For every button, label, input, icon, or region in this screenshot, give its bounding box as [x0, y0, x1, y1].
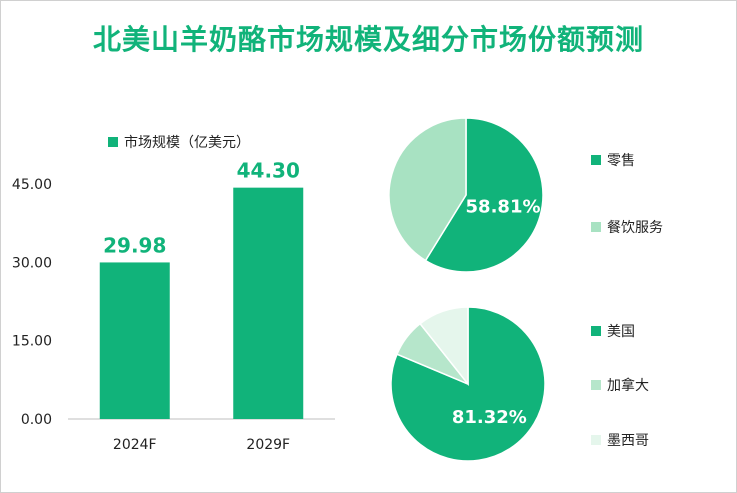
- pie1-legend-label-1: 餐饮服务: [607, 220, 663, 236]
- bar-1: [233, 187, 304, 419]
- y-tick-label-3: 45.00: [12, 177, 52, 193]
- y-tick-label-0: 0.00: [21, 412, 52, 428]
- bar-legend: 市场规模（亿美元）: [108, 132, 250, 152]
- x-tick-label-0: 2024F: [113, 437, 157, 453]
- bar-0: [99, 262, 170, 419]
- x-tick-label-1: 2029F: [246, 437, 290, 453]
- pie2-legend-swatch-0: [591, 326, 601, 336]
- bar-legend-label: 市场规模（亿美元）: [124, 135, 250, 151]
- y-tick-label-2: 30.00: [12, 255, 52, 271]
- pie2-legend-swatch-1: [591, 380, 601, 390]
- pie2-legend-item-2: 墨西哥: [591, 430, 649, 450]
- pie1-legend-item-0: 零售: [591, 150, 635, 170]
- pie2-legend-item-1: 加拿大: [591, 375, 649, 395]
- y-tick-label-1: 15.00: [12, 334, 52, 350]
- pie2-legend-label-0: 美国: [607, 324, 635, 340]
- pie1-legend-item-1: 餐饮服务: [591, 217, 663, 237]
- pie1-slice-0: [424, 117, 544, 273]
- pie1-legend-swatch-1: [591, 222, 601, 232]
- bar-value-label-1: 44.30: [237, 159, 300, 183]
- pie2-legend-item-0: 美国: [591, 321, 635, 341]
- pie1-slice-1: [388, 117, 467, 262]
- pie1-legend-label-0: 零售: [607, 153, 635, 169]
- pie1-percent-label: 58.81%: [466, 197, 541, 218]
- pie2-percent-label: 81.32%: [452, 407, 527, 428]
- pie2-legend-label-2: 墨西哥: [607, 433, 649, 449]
- bar-legend-swatch: [108, 137, 118, 147]
- pie2-legend-label-1: 加拿大: [607, 378, 649, 394]
- pie1-legend-swatch-0: [591, 155, 601, 165]
- bar-value-label-0: 29.98: [103, 233, 166, 257]
- pie2-slice-2: [419, 306, 469, 387]
- page-title: 北美山羊奶酪市场规模及细分市场份额预测: [92, 23, 644, 56]
- pie2-legend-swatch-2: [591, 435, 601, 445]
